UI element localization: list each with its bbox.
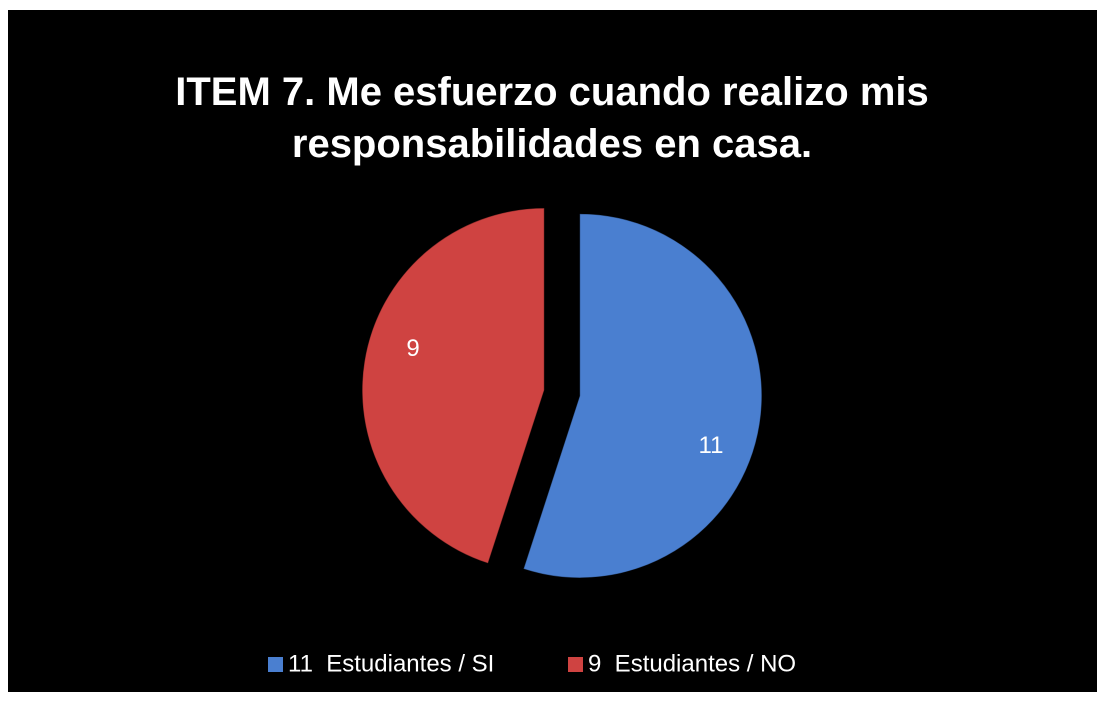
legend-swatch: [568, 657, 583, 672]
legend-label: 9 Estudiantes / NO: [588, 650, 796, 677]
pie-slice: [522, 213, 763, 579]
legend-label: 11 Estudiantes / SI: [288, 650, 494, 677]
data-label: 9: [406, 335, 419, 362]
pie-slice: [361, 207, 545, 564]
background: [8, 10, 1097, 692]
data-label: 11: [699, 432, 724, 459]
chart-title: ITEM 7. Me esfuerzo cuando realizo mis r…: [175, 70, 929, 166]
legend-swatch: [268, 657, 283, 672]
